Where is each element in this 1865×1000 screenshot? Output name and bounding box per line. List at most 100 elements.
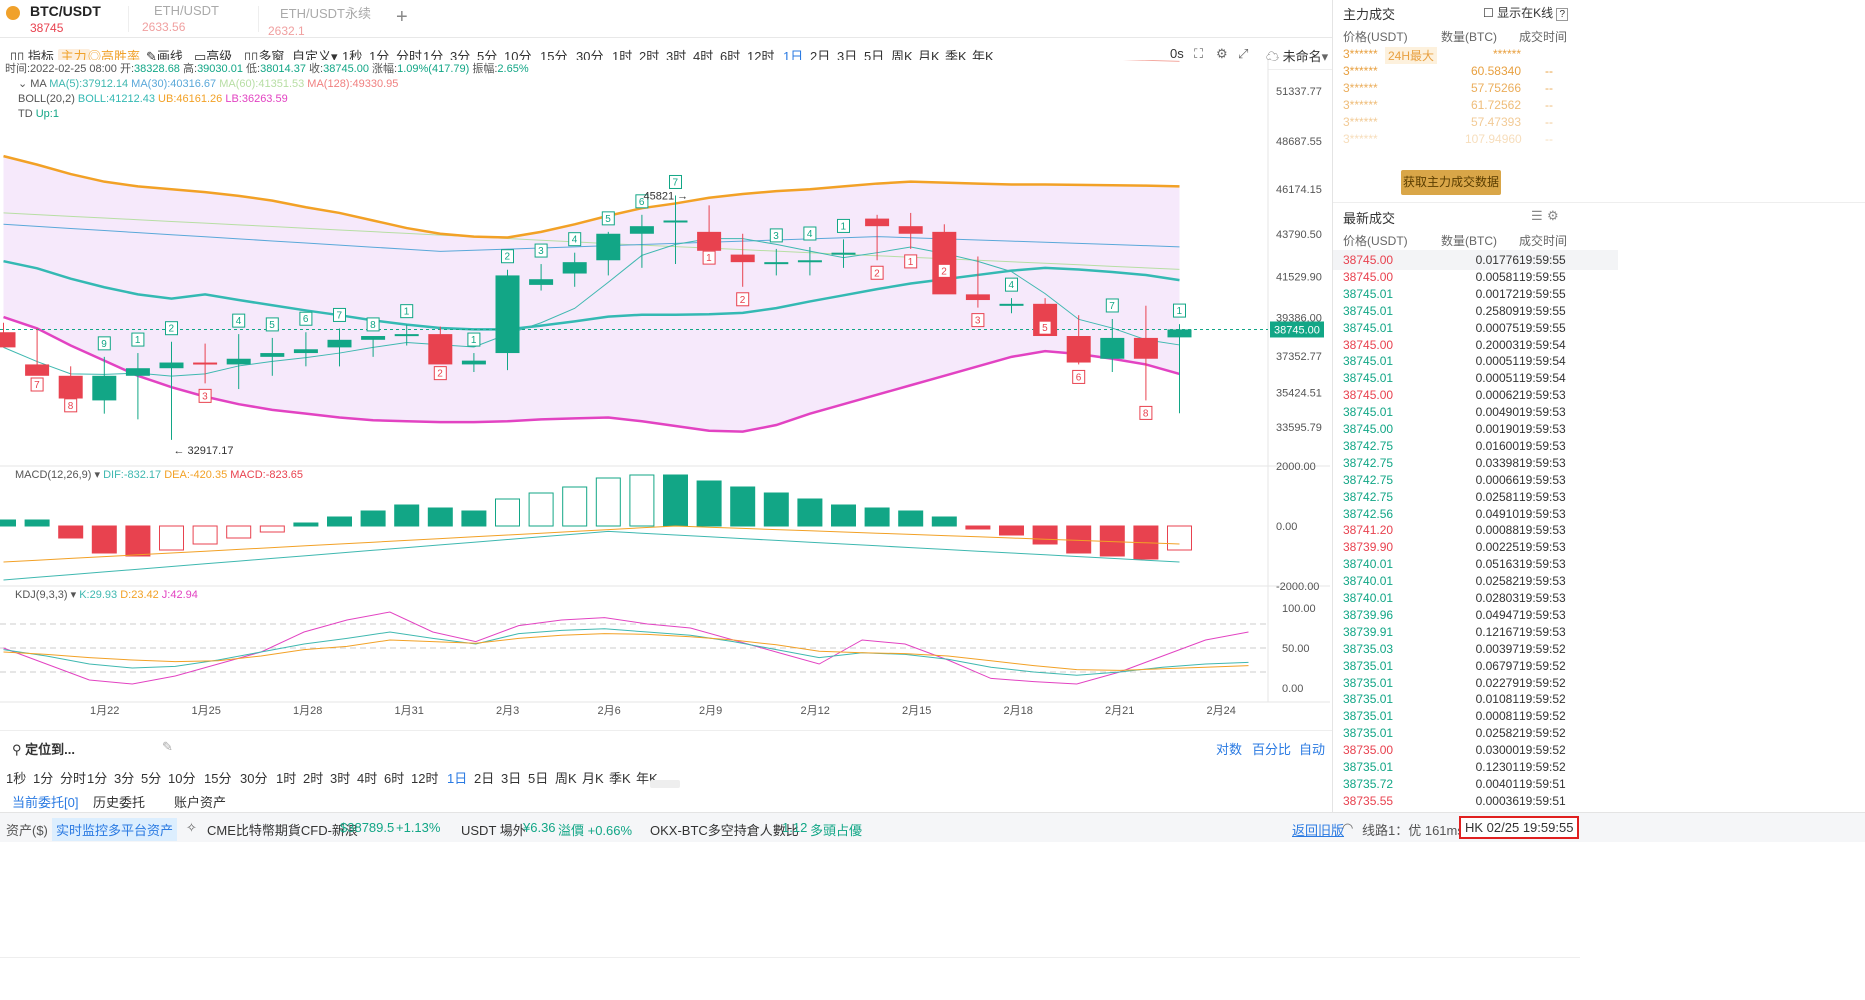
period2-1[interactable]: 1分 bbox=[33, 771, 54, 786]
scale-percent[interactable]: 百分比 bbox=[1252, 742, 1292, 757]
trade-row: 38745.00 0.00062 19:59:53 bbox=[1343, 388, 1566, 403]
period2-17[interactable]: 3日 bbox=[501, 771, 522, 786]
main-trade-row: 3****** ****** 24H最大 bbox=[1343, 47, 1521, 64]
tab-eth-usdt[interactable]: ETH/USDT 2633.56 bbox=[132, 0, 256, 38]
period2-11[interactable]: 3时 bbox=[330, 771, 351, 786]
settings-icon[interactable]: ⚙ bbox=[1547, 208, 1559, 223]
period2-20[interactable]: 月K bbox=[582, 771, 604, 786]
pin-icon[interactable]: ✧ bbox=[186, 820, 197, 835]
candle-body bbox=[428, 334, 453, 365]
add-tab-button[interactable]: + bbox=[396, 6, 408, 28]
trade-row: 38745.00 0.01776 19:59:55 bbox=[1333, 250, 1618, 270]
candle-body bbox=[361, 336, 386, 340]
edit-icon[interactable]: ✎ bbox=[162, 739, 173, 754]
line-latency[interactable]: 线路1：优 161ms bbox=[1362, 823, 1464, 838]
legend-part: 38328.68 bbox=[134, 63, 180, 75]
price-tick: 41529.90 bbox=[1276, 272, 1322, 284]
period2-14[interactable]: 12时 bbox=[411, 771, 439, 786]
trade-row: 38735.00 0.03000 19:59:52 bbox=[1343, 743, 1566, 758]
candle: 4 bbox=[562, 232, 587, 287]
period2-21[interactable]: 季K bbox=[609, 771, 631, 786]
td-count-box bbox=[131, 332, 145, 347]
candle-body bbox=[730, 254, 755, 263]
tab-order-history[interactable]: 历史委托 bbox=[93, 795, 146, 810]
period2-0[interactable]: 1秒 bbox=[6, 771, 27, 786]
trade-row: 38745.00 0.00190 19:59:53 bbox=[1343, 422, 1566, 436]
locate-button[interactable]: ⚲ 定位到... bbox=[12, 742, 75, 757]
candle: 4 bbox=[797, 226, 822, 276]
candle: 4 bbox=[999, 277, 1024, 314]
td-count-label: 8 bbox=[370, 320, 376, 331]
tab-btc-usdt[interactable]: BTC/USDT 38745 bbox=[0, 0, 128, 38]
legend-part: 高: bbox=[180, 61, 197, 75]
macd-bar bbox=[730, 486, 756, 527]
candle: 2 bbox=[159, 321, 184, 440]
period2-2[interactable]: 分时 bbox=[60, 771, 87, 786]
expand-icon[interactable]: ⤢ bbox=[1238, 46, 1249, 61]
high-annotation: 45821 → bbox=[644, 190, 689, 202]
period2-18[interactable]: 5日 bbox=[528, 771, 549, 786]
td-count-box bbox=[601, 211, 615, 226]
period2-8[interactable]: 30分 bbox=[240, 771, 268, 786]
td-count-box bbox=[669, 174, 682, 189]
x-tick: 1月22 bbox=[90, 705, 119, 717]
col-time-2: 成交时间 bbox=[1519, 234, 1568, 248]
td-count-box bbox=[232, 313, 246, 328]
fullscreen-icon[interactable]: ⛶ bbox=[1194, 46, 1204, 61]
td-count-box bbox=[702, 250, 716, 265]
settings-icon[interactable]: ⚙ bbox=[1216, 46, 1228, 61]
period2-9[interactable]: 1时 bbox=[276, 771, 297, 786]
tab-eth-name: ETH/USDT bbox=[154, 3, 219, 18]
period2-4[interactable]: 3分 bbox=[114, 771, 135, 786]
macd-tick: 0.00 bbox=[1276, 521, 1297, 533]
scale-auto[interactable]: 自动 bbox=[1299, 742, 1326, 757]
return-old-version-link[interactable]: 返回旧版 bbox=[1292, 823, 1345, 838]
period2-19[interactable]: 周K bbox=[555, 771, 577, 786]
period2-5[interactable]: 5分 bbox=[141, 771, 162, 786]
cloud-layout-button[interactable]: ☁ 未命名▾ bbox=[1266, 49, 1329, 64]
candle: 8 bbox=[58, 366, 83, 413]
tab-ethperp-name: ETH/USDT永续 bbox=[280, 6, 372, 21]
period2-10[interactable]: 2时 bbox=[303, 771, 324, 786]
kdj-legend: KDJ(9,3,3) ▾ K:29.93 D:23.42 J:42.94 bbox=[15, 589, 198, 601]
macd-bar bbox=[595, 477, 621, 527]
td-count-box bbox=[333, 307, 346, 322]
macd-bar bbox=[327, 516, 352, 527]
macd-tick: -2000.00 bbox=[1276, 581, 1319, 593]
period2-16[interactable]: 2日 bbox=[474, 771, 495, 786]
macd-bar bbox=[1167, 525, 1192, 551]
kline-chart[interactable]: 51337.77 48687.55 46174.15 43790.50 41529.90… bbox=[0, 60, 1580, 850]
boll-upper-line bbox=[3, 154, 1180, 239]
period2-13[interactable]: 6时 bbox=[384, 771, 405, 786]
period2-3[interactable]: 1分 bbox=[87, 771, 108, 786]
list-icon[interactable]: ☰ bbox=[1531, 208, 1543, 223]
tab-eth-perp[interactable]: ETH/USDT永续 2632.1 bbox=[258, 0, 388, 38]
period2-12[interactable]: 4时 bbox=[357, 771, 378, 786]
candle-body bbox=[697, 231, 722, 251]
td-count-label: 4 bbox=[572, 235, 578, 246]
col-price-2: 价格(USDT) bbox=[1343, 234, 1408, 248]
scale-log[interactable]: 对数 bbox=[1216, 742, 1243, 757]
period2-6[interactable]: 10分 bbox=[168, 771, 196, 786]
x-tick: 1月31 bbox=[395, 705, 424, 717]
wifi-icon: ◠ bbox=[1342, 820, 1354, 835]
macd-dif-line bbox=[3, 530, 1180, 581]
fetch-main-trades-button[interactable]: 获取主力成交数据 bbox=[1401, 170, 1501, 195]
tab-account-assets[interactable]: 账户资产 bbox=[174, 795, 227, 810]
legend-part: 2.65% bbox=[497, 63, 528, 75]
show-on-k-toggle[interactable]: ☐ 显示在K线 ? bbox=[1483, 4, 1569, 21]
trades-panel: 主力成交 ☐ 显示在K线 ? 价格(USDT) 数量(BTC) 成交时间 3**… bbox=[1332, 0, 1865, 812]
last-price-tag-bg bbox=[1270, 321, 1324, 338]
period2-7[interactable]: 15分 bbox=[204, 771, 232, 786]
monitor-assets-button[interactable]: 实时监控多平台资产 bbox=[52, 818, 178, 841]
candle: 4 bbox=[226, 313, 251, 390]
legend-part: Up:1 bbox=[36, 108, 59, 120]
kdj-tick: 0.00 bbox=[1282, 683, 1303, 695]
period2-15[interactable]: 1日 bbox=[447, 771, 468, 786]
collapse-handle[interactable] bbox=[650, 780, 680, 788]
candle: 3 bbox=[529, 243, 554, 291]
x-tick: 2月6 bbox=[598, 705, 621, 717]
macd-legend: MACD(12,26,9) ▾ DIF:-832.17 DEA:-420.35 … bbox=[15, 469, 303, 481]
macd-bar bbox=[763, 492, 789, 527]
td-count-label: 2 bbox=[740, 295, 746, 306]
